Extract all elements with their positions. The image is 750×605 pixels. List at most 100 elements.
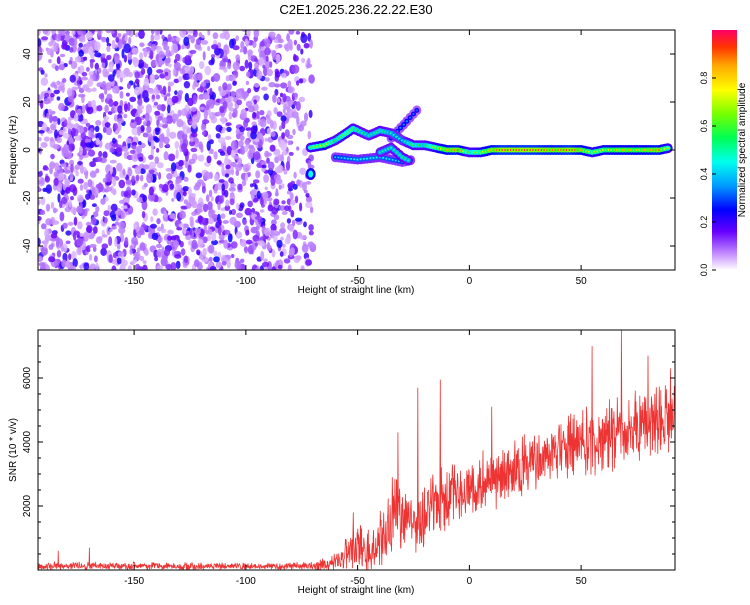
- noise-blob: [281, 120, 286, 130]
- noise-blob: [198, 61, 205, 70]
- noise-blob: [38, 173, 43, 178]
- noise-blob: [192, 94, 198, 105]
- noise-blob: [85, 193, 91, 200]
- noise-blob: [212, 32, 219, 40]
- noise-blob: [266, 68, 273, 77]
- noise-blob: [256, 95, 260, 102]
- noise-blob: [225, 164, 231, 170]
- signal-core: [392, 149, 396, 151]
- noise-blob: [162, 124, 168, 129]
- noise-blob: [191, 132, 198, 138]
- noise-blob: [158, 141, 164, 149]
- snr-panel: -150 -100 -50 0 50 2000 4000 6000 Height of st…: [8, 329, 676, 596]
- noise-blob: [280, 222, 286, 229]
- noise-blob: [233, 155, 239, 160]
- noise-blob: [40, 93, 44, 100]
- noise-blob: [205, 230, 209, 235]
- noise-blob: [271, 249, 276, 258]
- noise-blob: [198, 73, 203, 81]
- noise-blob: [78, 49, 84, 57]
- noise-blob: [94, 52, 102, 58]
- noise-blob: [96, 105, 103, 112]
- noise-blob: [257, 219, 264, 223]
- noise-blob: [129, 104, 133, 110]
- isolated-spot: [308, 170, 314, 178]
- noise-blob: [54, 129, 58, 139]
- noise-blob: [59, 159, 65, 165]
- noise-blob: [81, 104, 86, 114]
- noise-blob: [229, 210, 232, 215]
- noise-blob: [265, 55, 269, 62]
- noise-blob: [143, 48, 148, 58]
- noise-blob: [98, 150, 103, 158]
- noise-blob: [231, 208, 236, 216]
- noise-blob: [75, 170, 79, 177]
- signal-core: [369, 157, 372, 160]
- noise-blob: [89, 161, 96, 168]
- noise-blob: [224, 204, 231, 211]
- noise-blob: [119, 91, 124, 99]
- noise-blob: [38, 30, 41, 36]
- noise-blob: [287, 264, 292, 270]
- noise-blob: [266, 127, 271, 135]
- noise-blob: [142, 164, 150, 170]
- noise-blob: [179, 68, 186, 75]
- spectrogram-y-label: Frequency (Hz): [8, 116, 19, 185]
- noise-blob: [264, 47, 271, 56]
- noise-blob: [86, 31, 93, 41]
- colorbar: 0.0 0.2 0.4 0.6 0.8 Normalized spectral ampl…: [699, 30, 748, 276]
- noise-blob: [252, 234, 260, 242]
- noise-blob: [111, 142, 119, 148]
- noise-blob: [296, 146, 300, 151]
- noise-blob: [123, 43, 131, 54]
- noise-blob: [262, 261, 270, 268]
- noise-blob: [208, 139, 214, 145]
- noise-blob: [208, 228, 213, 236]
- noise-blob: [121, 146, 129, 152]
- noise-blob: [137, 98, 143, 106]
- signal-core: [395, 151, 398, 154]
- noise-blob: [214, 173, 219, 182]
- noise-blob: [60, 163, 67, 167]
- noise-blob: [161, 255, 168, 262]
- noise-blob: [178, 90, 183, 95]
- noise-blob: [243, 119, 249, 128]
- noise-blob: [281, 200, 286, 205]
- noise-blob: [158, 57, 163, 65]
- noise-blob: [136, 247, 141, 253]
- noise-blob: [183, 227, 187, 235]
- noise-blob: [48, 256, 56, 263]
- noise-blob: [211, 239, 219, 246]
- noise-blob: [236, 99, 243, 106]
- noise-blob: [40, 196, 46, 206]
- noise-blob: [48, 59, 52, 64]
- noise-blob: [248, 61, 253, 70]
- noise-blob: [164, 71, 169, 76]
- noise-blob: [178, 159, 184, 167]
- colorbar-tick-label: 0.8: [699, 72, 709, 85]
- noise-blob: [196, 203, 203, 214]
- noise-blob: [241, 91, 249, 99]
- noise-blob: [138, 156, 144, 162]
- noise-blob: [72, 265, 76, 270]
- noise-blob: [46, 112, 50, 119]
- noise-blob: [218, 66, 227, 71]
- noise-blob: [163, 45, 170, 51]
- noise-blob: [197, 238, 204, 248]
- colorbar-gradient: [712, 30, 737, 270]
- noise-blob: [290, 199, 296, 206]
- noise-blob: [230, 140, 238, 151]
- noise-blob: [139, 52, 144, 61]
- noise-blob: [300, 48, 304, 55]
- noise-blob: [130, 119, 135, 123]
- x-tick-label: -100: [236, 576, 256, 587]
- noise-blob: [217, 251, 222, 258]
- noise-blob: [64, 119, 68, 127]
- noise-blob: [264, 59, 271, 70]
- noise-blob: [267, 204, 274, 212]
- noise-blob: [186, 202, 192, 209]
- noise-blob: [282, 243, 286, 248]
- noise-blob: [205, 104, 210, 111]
- noise-blob: [52, 207, 57, 214]
